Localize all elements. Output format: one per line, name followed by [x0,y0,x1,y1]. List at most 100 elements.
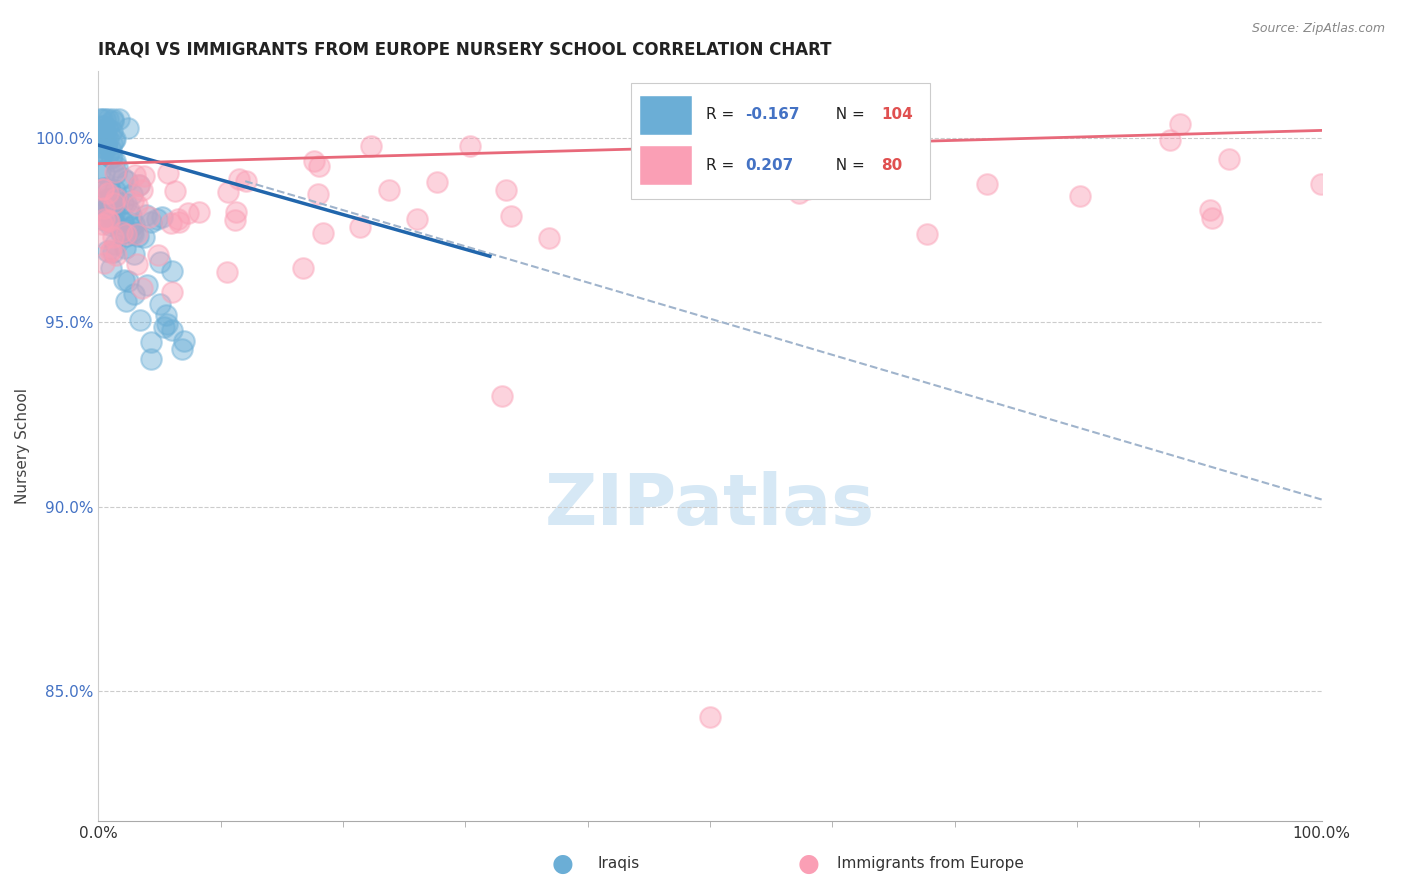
Point [117,120,139,135]
Text: 80: 80 [882,158,903,173]
Point [114,241,136,255]
Point [141,215,163,229]
Point [491,389,513,403]
Point [129,313,152,327]
Text: 0.207: 0.207 [745,158,794,173]
Point [96,120,118,135]
Point [235,174,257,188]
Point [98,192,121,206]
Point [796,182,818,196]
Point [100,197,122,211]
Point [1069,189,1091,203]
Point [100,124,122,138]
Point [112,273,135,287]
Point [134,230,156,244]
Point [121,225,143,239]
Point [124,168,146,182]
Point [93,212,115,227]
Point [135,208,157,222]
Point [90,123,112,137]
Point [100,243,122,257]
Point [167,214,190,228]
Point [307,187,329,202]
Point [167,211,190,226]
Point [94,141,117,155]
Point [176,206,198,220]
Point [115,195,138,210]
Point [127,227,149,242]
Point [1218,153,1240,167]
Text: ●: ● [551,852,574,875]
Point [160,216,183,230]
Point [699,710,721,724]
Point [136,278,159,293]
Point [115,174,138,188]
Point [89,134,111,148]
Point [710,139,733,153]
Point [349,219,371,234]
Point [139,351,162,366]
Point [98,218,121,232]
Point [499,209,522,223]
Point [98,214,121,228]
Point [101,213,124,227]
Point [91,145,114,159]
Point [90,202,112,217]
Point [155,308,177,322]
Point [110,226,132,240]
Point [146,212,169,227]
Point [89,124,111,138]
Point [114,228,136,243]
Point [89,194,111,209]
Point [150,210,173,224]
Point [111,195,134,210]
Point [101,245,124,260]
Point [122,217,145,231]
Point [101,114,124,128]
Point [406,211,429,226]
Point [97,112,120,127]
Point [1159,132,1181,146]
Point [117,274,139,288]
Point [122,227,145,241]
Point [160,323,183,337]
Point [94,138,117,153]
Point [1201,211,1223,226]
Point [118,203,141,218]
Point [101,152,124,166]
Point [105,191,128,205]
Point [93,256,115,270]
Point [90,218,112,232]
Point [172,342,194,356]
Point [96,129,118,144]
Point [228,171,250,186]
Text: Immigrants from Europe: Immigrants from Europe [837,856,1024,871]
Point [93,128,115,142]
Point [127,228,149,243]
Point [149,297,172,311]
Point [128,178,150,193]
FancyBboxPatch shape [630,83,931,199]
Point [215,265,238,279]
Text: 104: 104 [882,107,912,122]
Point [292,261,315,276]
Point [104,166,127,180]
Point [91,182,114,196]
Point [97,132,120,146]
Point [127,257,149,271]
Point [90,119,112,133]
Point [188,205,211,219]
Point [112,171,135,186]
Text: N =: N = [827,107,870,122]
Point [122,287,145,301]
Point [360,138,382,153]
Point [103,195,125,210]
Point [97,186,120,201]
Point [121,186,143,201]
Point [120,208,142,222]
Point [100,209,122,223]
Point [128,178,150,192]
Point [97,182,120,196]
Point [93,166,115,180]
Text: N =: N = [827,158,870,173]
